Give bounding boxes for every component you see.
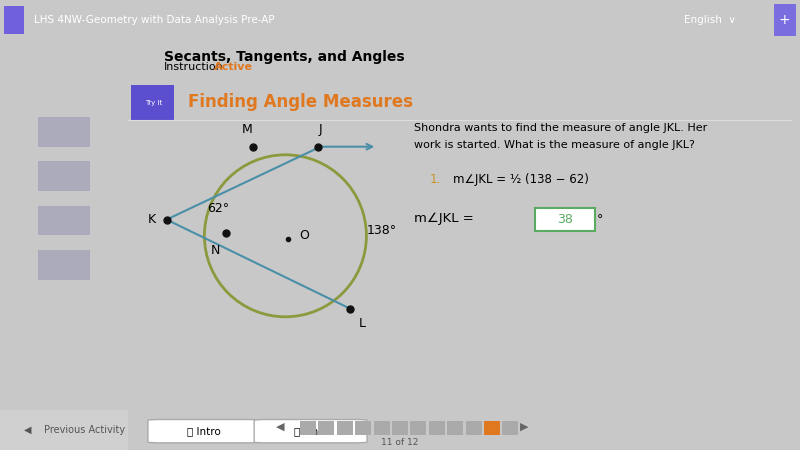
- Text: English  ∨: English ∨: [684, 15, 736, 25]
- Text: Finding Angle Measures: Finding Angle Measures: [188, 93, 413, 111]
- Text: N: N: [211, 244, 221, 257]
- Text: 🔊 Final: 🔊 Final: [294, 426, 327, 436]
- FancyBboxPatch shape: [355, 421, 371, 435]
- FancyBboxPatch shape: [254, 419, 367, 443]
- FancyBboxPatch shape: [131, 85, 174, 122]
- Text: K: K: [148, 213, 156, 226]
- FancyBboxPatch shape: [535, 208, 594, 231]
- Text: J: J: [318, 123, 322, 136]
- Text: Instruction: Instruction: [164, 62, 224, 72]
- FancyBboxPatch shape: [484, 421, 500, 435]
- FancyBboxPatch shape: [38, 162, 90, 191]
- Text: M: M: [242, 123, 253, 136]
- Text: LHS 4NW-Geometry with Data Analysis Pre-AP: LHS 4NW-Geometry with Data Analysis Pre-…: [34, 15, 274, 25]
- Text: m∠JKL = ½ (138 − 62): m∠JKL = ½ (138 − 62): [454, 173, 590, 185]
- FancyBboxPatch shape: [502, 421, 518, 435]
- Text: L: L: [358, 317, 366, 330]
- FancyBboxPatch shape: [447, 421, 463, 435]
- FancyBboxPatch shape: [38, 250, 90, 280]
- FancyBboxPatch shape: [410, 421, 426, 435]
- Text: ◀: ◀: [276, 421, 284, 431]
- Text: Active: Active: [214, 62, 254, 72]
- Text: Secants, Tangents, and Angles: Secants, Tangents, and Angles: [164, 50, 405, 64]
- Text: ▶: ▶: [520, 421, 528, 431]
- Text: 1.: 1.: [430, 173, 442, 185]
- FancyBboxPatch shape: [466, 421, 482, 435]
- FancyBboxPatch shape: [337, 421, 353, 435]
- Text: 11 of 12: 11 of 12: [382, 438, 418, 447]
- Text: Previous Activity: Previous Activity: [44, 425, 125, 435]
- Text: Shondra wants to find the measure of angle JKL. Her: Shondra wants to find the measure of ang…: [414, 123, 706, 133]
- Text: 🔊 Intro: 🔊 Intro: [187, 426, 222, 436]
- Text: work is started. What is the measure of angle JKL?: work is started. What is the measure of …: [414, 140, 694, 149]
- Text: m∠JKL =: m∠JKL =: [414, 212, 474, 225]
- FancyBboxPatch shape: [0, 410, 128, 450]
- FancyBboxPatch shape: [392, 421, 408, 435]
- Text: 38: 38: [557, 213, 573, 226]
- Text: O: O: [299, 230, 309, 242]
- FancyBboxPatch shape: [38, 117, 90, 147]
- FancyBboxPatch shape: [318, 421, 334, 435]
- FancyBboxPatch shape: [300, 421, 316, 435]
- Text: °: °: [597, 213, 603, 226]
- FancyBboxPatch shape: [4, 6, 24, 34]
- Text: +: +: [779, 13, 790, 27]
- Text: Try It: Try It: [145, 100, 162, 106]
- Text: 62°: 62°: [207, 202, 229, 215]
- FancyBboxPatch shape: [429, 421, 445, 435]
- Text: ◀: ◀: [24, 425, 31, 435]
- FancyBboxPatch shape: [374, 421, 390, 435]
- Text: 138°: 138°: [366, 224, 397, 237]
- FancyBboxPatch shape: [38, 206, 90, 235]
- FancyBboxPatch shape: [774, 4, 796, 36]
- FancyBboxPatch shape: [148, 419, 261, 443]
